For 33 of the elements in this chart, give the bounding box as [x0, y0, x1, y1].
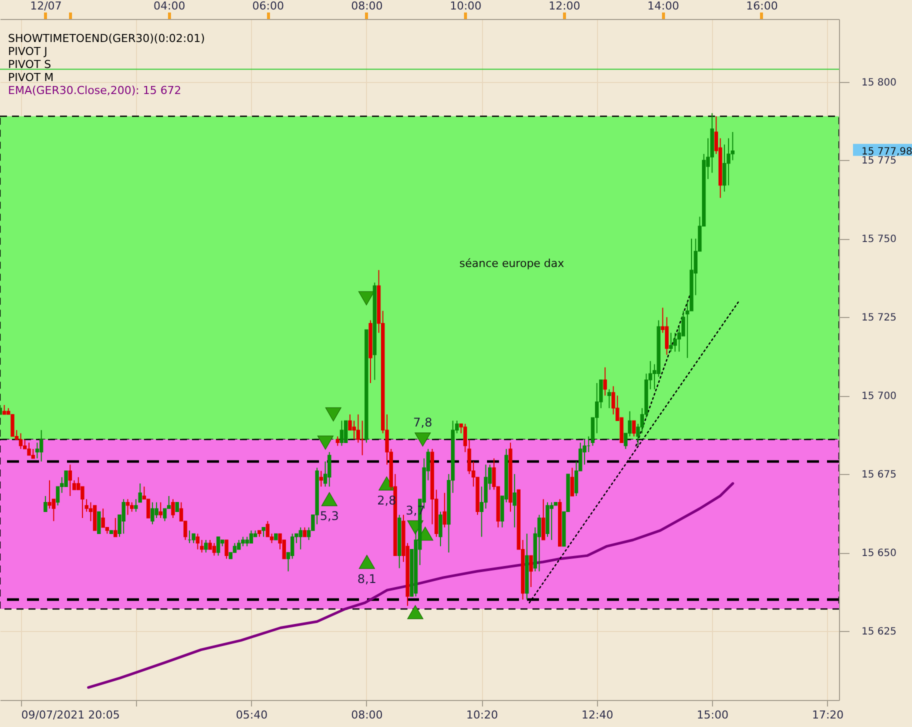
y-tick-label: 15 777,98 — [862, 146, 912, 158]
y-tick-label: 15 750 — [862, 234, 896, 246]
annotation: PIVOT M — [8, 71, 54, 84]
annotation: 8,1 — [357, 572, 376, 586]
x-tick-label: 08:00 — [351, 708, 383, 722]
x2-tick-label: 10:00 — [450, 0, 482, 12]
x-tick-label: 12:40 — [582, 708, 614, 722]
x2-tick-label: 12:00 — [548, 0, 580, 12]
x2-tick-label: 08:00 — [351, 0, 383, 12]
x2-tick-label: 14:00 — [647, 0, 680, 12]
x-tick-label: 17:20 — [812, 708, 844, 722]
annotation: 5,3 — [320, 509, 339, 524]
y-tick-label: 15 650 — [862, 548, 896, 559]
annotation: PIVOT S — [8, 58, 52, 71]
y-tick-label: 15 775 — [862, 156, 896, 167]
x2-tick-label: 12/07 — [30, 0, 62, 12]
annotation: SHOWTIMETOEND(GER30)(0:02:01) — [8, 32, 205, 45]
text: EMA(GER30.Close,200): 15 672 — [8, 84, 182, 97]
y-tick-label: 15 800 — [862, 77, 896, 88]
x-tick-label: 15:00 — [696, 708, 728, 722]
y-tick-label: 15 700 — [862, 391, 896, 402]
x2-tick-label: 16:00 — [746, 0, 778, 12]
y-tick-label: 15 675 — [862, 470, 896, 481]
x-tick-label: 10:20 — [466, 708, 498, 722]
annotation: 7,8 — [413, 416, 432, 430]
x2-tick-label: 04:00 — [154, 0, 186, 12]
x2-tick-label: 06:00 — [252, 0, 284, 12]
x-tick-label: 09/07/2021 20:05 — [21, 708, 120, 722]
band-label: séance europe dax — [459, 256, 565, 270]
y-tick-label: 15 625 — [862, 626, 896, 638]
annotation: PIVOT J — [8, 45, 48, 58]
x-tick-label: 05:40 — [236, 708, 268, 722]
y-tick-label: 15 725 — [862, 312, 896, 324]
